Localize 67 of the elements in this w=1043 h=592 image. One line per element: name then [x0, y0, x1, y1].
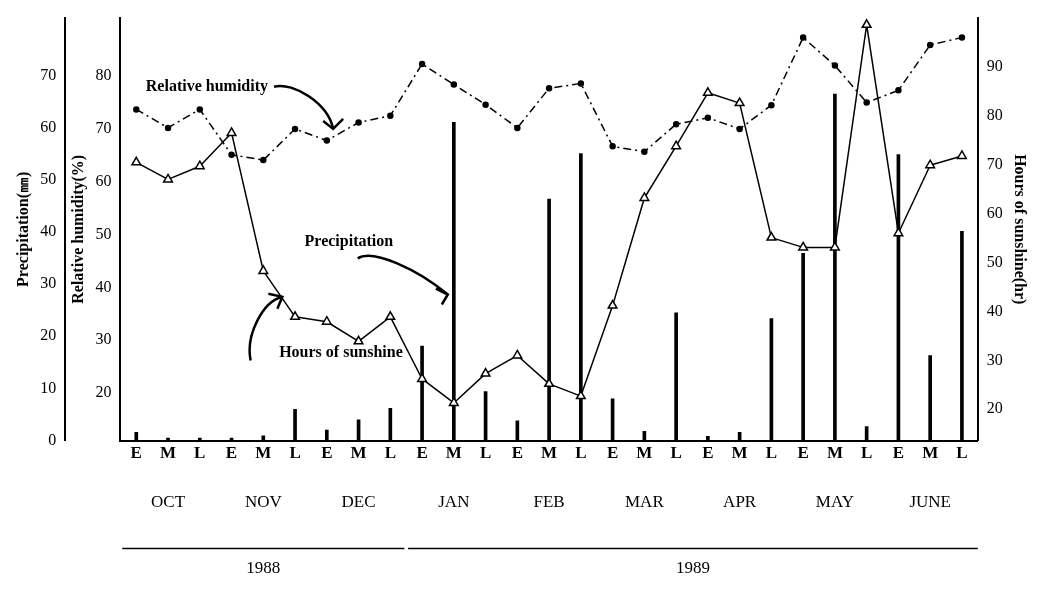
- x-tick-label: M: [541, 443, 558, 463]
- text: APR: [723, 492, 757, 512]
- text: OCT: [151, 492, 186, 512]
- y3-tick-label: 60: [986, 203, 1003, 221]
- y3-axis-title: Hours of sunshine(hr): [1011, 154, 1030, 305]
- x-tick-label: E: [606, 443, 619, 463]
- x-tick-label: M: [826, 443, 843, 463]
- y-tick-label: 30: [40, 274, 57, 292]
- text: 1989: [675, 558, 710, 578]
- x-tick-label: M: [922, 443, 939, 463]
- y2-tick-label: 40: [95, 277, 112, 295]
- x-tick-label: M: [445, 443, 462, 463]
- x-tick-label: L: [479, 443, 492, 463]
- y2-tick-label: 30: [95, 330, 112, 348]
- y-tick-label: 70: [40, 65, 57, 83]
- x-tick-label: L: [956, 443, 968, 463]
- text: MAY: [815, 492, 854, 512]
- series-label: Relative humidity: [145, 76, 269, 95]
- y3-tick-label: 80: [986, 106, 1003, 124]
- y2-tick-label: 50: [95, 224, 112, 242]
- y3-tick-label: 20: [986, 399, 1003, 417]
- y-tick-label: 40: [40, 222, 57, 240]
- x-tick-label: L: [860, 443, 873, 463]
- y2-tick-label: 80: [95, 66, 112, 84]
- x-tick-label: E: [797, 443, 809, 463]
- x-tick-label: L: [670, 443, 682, 463]
- y3-tick-label: 50: [986, 252, 1003, 270]
- y-tick-label: 0: [48, 430, 57, 448]
- x-tick-label: M: [160, 443, 177, 463]
- y3-tick-label: 30: [986, 350, 1003, 368]
- text: JAN: [438, 492, 470, 512]
- y-tick-label: 50: [40, 169, 57, 187]
- y-tick-label: 10: [40, 378, 57, 396]
- y3-tick-label: 90: [986, 57, 1003, 75]
- x-tick-label: E: [416, 443, 428, 463]
- x-tick-label: E: [511, 443, 524, 463]
- text: FEB: [533, 492, 565, 512]
- y-axis-title: Precipitation(㎜): [13, 171, 32, 287]
- x-tick-label: L: [289, 443, 301, 463]
- text: MAR: [625, 492, 665, 512]
- x-tick-label: E: [130, 443, 142, 463]
- x-tick-label: E: [702, 443, 714, 463]
- y2-tick-label: 70: [95, 119, 112, 137]
- x-tick-label: E: [225, 443, 238, 463]
- x-tick-label: M: [731, 443, 748, 463]
- text: NOV: [244, 492, 283, 512]
- y2-axis-title: Relative humidity(%): [68, 154, 87, 304]
- x-tick-label: M: [255, 443, 272, 463]
- x-tick-label: M: [636, 443, 653, 463]
- text: 1988: [246, 558, 281, 578]
- x-tick-label: L: [575, 443, 587, 463]
- text: DEC: [341, 492, 376, 512]
- x-tick-label: L: [384, 443, 396, 463]
- series-label: Hours of sunshine: [279, 343, 403, 361]
- text: Precipitation: [304, 232, 394, 251]
- x-tick-label: L: [194, 443, 206, 463]
- y3-tick-label: 70: [986, 154, 1003, 172]
- y2-tick-label: 20: [95, 383, 112, 401]
- x-tick-label: E: [892, 443, 905, 463]
- y-tick-label: 20: [40, 326, 57, 344]
- y3-tick-label: 40: [986, 301, 1003, 319]
- x-tick-label: E: [321, 443, 333, 463]
- text: JUNE: [909, 492, 951, 512]
- y2-tick-label: 60: [95, 171, 112, 189]
- x-tick-label: M: [350, 443, 367, 463]
- y-tick-label: 60: [40, 117, 57, 135]
- x-tick-label: L: [765, 443, 778, 463]
